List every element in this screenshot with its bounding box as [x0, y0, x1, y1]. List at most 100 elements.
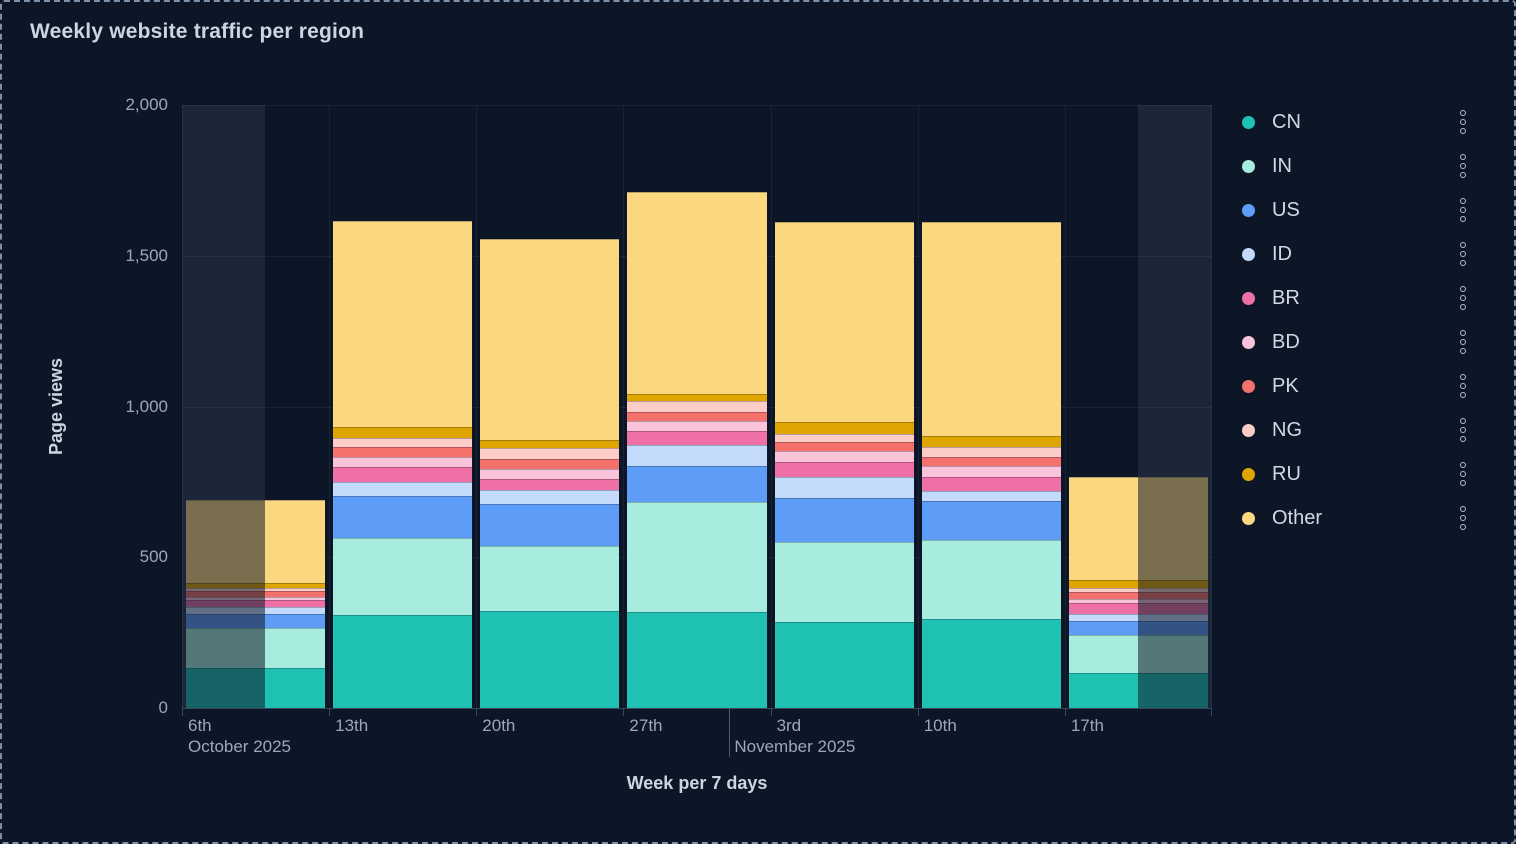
bar-segment-IN[interactable]: [921, 540, 1061, 619]
bar-20th[interactable]: [480, 239, 620, 708]
bar-segment-Other[interactable]: [333, 221, 473, 427]
bar-segment-RU[interactable]: [627, 394, 767, 402]
legend-item-label: PK: [1272, 374, 1299, 397]
bar-segment-BR[interactable]: [1068, 603, 1208, 614]
bar-segment-BD[interactable]: [774, 450, 914, 463]
bar-segment-US[interactable]: [774, 497, 914, 542]
legend-item-us[interactable]: US: [1242, 188, 1478, 232]
bar-segment-IN[interactable]: [627, 501, 767, 612]
bar-segment-RU[interactable]: [333, 426, 473, 438]
bar-segment-US[interactable]: [480, 503, 620, 546]
kebab-menu-icon[interactable]: [1454, 371, 1472, 401]
bar-3rd[interactable]: [774, 222, 914, 708]
bar-segment-IN[interactable]: [333, 537, 473, 615]
legend-item-pk[interactable]: PK: [1242, 364, 1478, 408]
bar-segment-CN[interactable]: [627, 611, 767, 708]
bar-segment-BR[interactable]: [480, 478, 620, 490]
bar-segment-BD[interactable]: [480, 468, 620, 479]
bar-10th[interactable]: [921, 222, 1061, 708]
bar-segment-ID[interactable]: [921, 490, 1061, 501]
bar-segment-BR[interactable]: [333, 466, 473, 482]
kebab-menu-icon[interactable]: [1454, 327, 1472, 357]
legend-item-other[interactable]: Other: [1242, 496, 1478, 540]
legend: CN IN US ID BR BD PK NG RU Other: [1242, 100, 1478, 540]
bar-segment-RU[interactable]: [921, 435, 1061, 447]
bar-6th[interactable]: [186, 499, 326, 708]
legend-item-in[interactable]: IN: [1242, 144, 1478, 188]
bar-segment-Other[interactable]: [480, 239, 620, 440]
legend-item-ng[interactable]: NG: [1242, 408, 1478, 452]
out-of-range-overlay: [186, 499, 266, 708]
bar-segment-Other[interactable]: [774, 222, 914, 423]
bar-segment-US[interactable]: [333, 495, 473, 538]
x-axis-tick: [623, 709, 625, 716]
legend-item-br[interactable]: BR: [1242, 276, 1478, 320]
kebab-menu-icon[interactable]: [1454, 239, 1472, 269]
bar-segment-PK[interactable]: [627, 411, 767, 422]
bar-segment-BR[interactable]: [627, 430, 767, 445]
bar-segment-NG[interactable]: [921, 446, 1061, 457]
bar-17th[interactable]: [1068, 476, 1208, 708]
legend-item-cn[interactable]: CN: [1242, 100, 1478, 144]
bar-segment-BD[interactable]: [921, 465, 1061, 477]
bar-segment-CN[interactable]: [921, 618, 1061, 708]
bar-segment-ID[interactable]: [480, 489, 620, 504]
bar-segment-ID[interactable]: [774, 476, 914, 498]
bar-segment-NG[interactable]: [627, 401, 767, 412]
bar-segment-RU[interactable]: [774, 422, 914, 435]
bar-segment-ID[interactable]: [1068, 613, 1208, 622]
x-axis-tick: [917, 709, 919, 716]
bar-segment-NG[interactable]: [333, 437, 473, 447]
bar-segment-PK[interactable]: [921, 456, 1061, 466]
kebab-menu-icon[interactable]: [1454, 503, 1472, 533]
x-axis-tick: [770, 709, 772, 716]
bar-segment-BR[interactable]: [921, 476, 1061, 491]
bar-segment-CN[interactable]: [774, 621, 914, 708]
bar-segment-Other[interactable]: [921, 222, 1061, 436]
kebab-menu-icon[interactable]: [1454, 459, 1472, 489]
legend-item-bd[interactable]: BD: [1242, 320, 1478, 364]
legend-color-dot: [1242, 379, 1255, 393]
bar-segment-IN[interactable]: [774, 541, 914, 622]
x-tick-label: 3rd: [776, 716, 802, 735]
bar-segment-IN[interactable]: [480, 545, 620, 611]
bar-segment-ID[interactable]: [333, 481, 473, 496]
bar-segment-PK[interactable]: [1068, 591, 1208, 600]
kebab-menu-icon[interactable]: [1454, 107, 1472, 137]
legend-item-ru[interactable]: RU: [1242, 452, 1478, 496]
bar-segment-RU[interactable]: [480, 439, 620, 448]
bar-segment-BD[interactable]: [627, 421, 767, 431]
bar-segment-BR[interactable]: [774, 462, 914, 477]
kebab-menu-icon[interactable]: [1454, 151, 1472, 181]
bar-segment-NG[interactable]: [774, 434, 914, 443]
bar-segment-RU[interactable]: [1068, 580, 1208, 588]
legend-color-dot: [1242, 159, 1255, 173]
bar-13th[interactable]: [333, 221, 473, 708]
bar-segment-CN[interactable]: [333, 614, 473, 708]
y-tick-label: 0: [158, 698, 168, 717]
bar-27th[interactable]: [627, 192, 767, 708]
kebab-menu-icon[interactable]: [1454, 415, 1472, 445]
legend-item-label: ID: [1272, 242, 1292, 265]
gridline-vertical: [623, 105, 625, 708]
bar-segment-BD[interactable]: [333, 456, 473, 467]
bar-segment-NG[interactable]: [480, 447, 620, 459]
out-of-range-overlay: [1138, 476, 1208, 708]
bar-segment-PK[interactable]: [480, 458, 620, 469]
kebab-menu-icon[interactable]: [1454, 283, 1472, 313]
bar-segment-US[interactable]: [921, 500, 1061, 541]
bar-segment-BD[interactable]: [1068, 599, 1208, 604]
kebab-menu-icon[interactable]: [1454, 195, 1472, 225]
bar-segment-US[interactable]: [627, 465, 767, 502]
bar-segment-NG[interactable]: [1068, 587, 1208, 592]
bar-segment-PK[interactable]: [774, 442, 914, 451]
bar-segment-CN[interactable]: [480, 610, 620, 708]
bar-segment-Other[interactable]: [627, 192, 767, 395]
gridline-vertical: [476, 105, 478, 708]
y-tick-label: 1,000: [125, 396, 168, 416]
legend-item-id[interactable]: ID: [1242, 232, 1478, 276]
panel-title[interactable]: Weekly website traffic per region: [30, 20, 365, 43]
bar-segment-ID[interactable]: [627, 444, 767, 466]
bar-segment-PK[interactable]: [333, 446, 473, 457]
plot-area: Page views 0 500 1,000 1,500 2,000 6th 13th 20t…: [46, 95, 1212, 793]
